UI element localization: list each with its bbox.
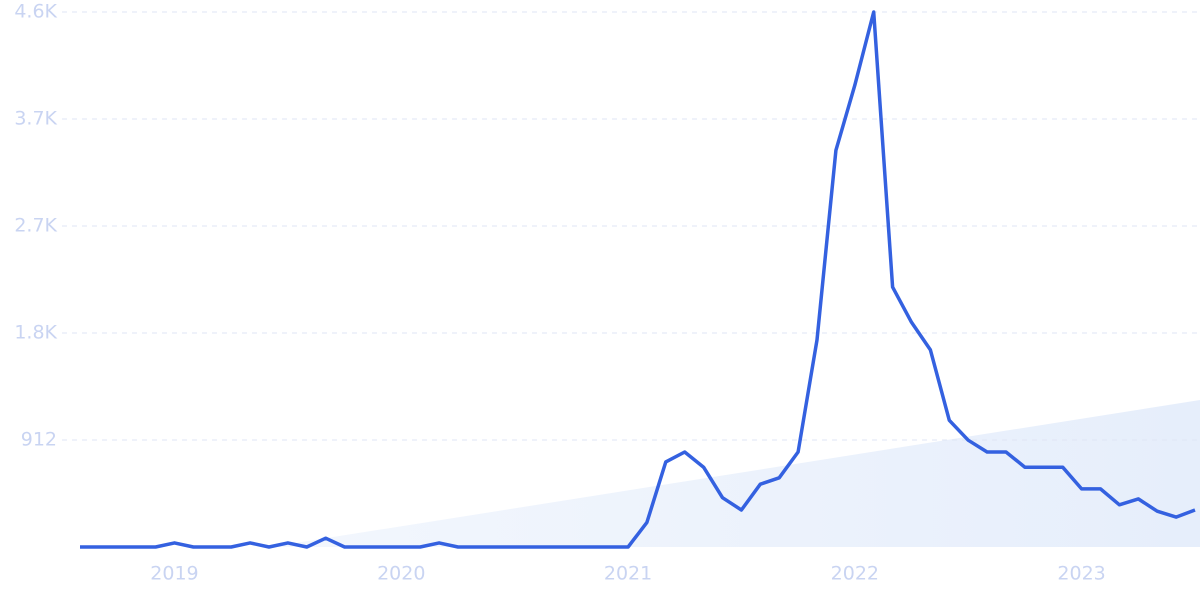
- x-tick-label: 2023: [1057, 563, 1105, 585]
- x-tick-label: 2021: [604, 563, 652, 585]
- y-tick-label: 1.8K: [14, 322, 57, 344]
- y-tick-label: 3.7K: [14, 108, 57, 130]
- y-tick-label: 4.6K: [14, 1, 57, 23]
- y-tick-label: 912: [21, 429, 57, 451]
- trend-line: [80, 10, 1196, 549]
- x-tick-label: 2019: [150, 563, 198, 585]
- y-tick-label: 2.7K: [14, 215, 57, 237]
- x-tick-label: 2020: [377, 563, 425, 585]
- x-tick-label: 2022: [831, 563, 879, 585]
- trend-area: [270, 400, 1200, 547]
